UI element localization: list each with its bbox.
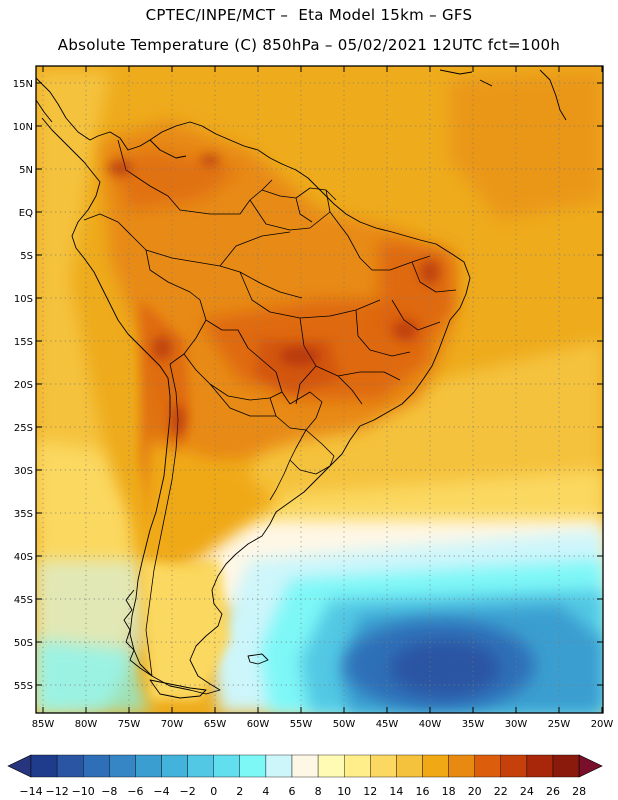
colorbar-under-triangle	[7, 754, 32, 778]
colorbar-swatch	[82, 754, 110, 778]
lat-label: 5S	[20, 251, 33, 262]
colorbar-swatch	[552, 754, 580, 778]
colorbar-over-triangle	[578, 754, 603, 778]
graticule	[36, 66, 603, 713]
lat-label: 15S	[14, 337, 33, 348]
colorbar-label: 12	[363, 785, 377, 798]
colorbar-label: 20	[468, 785, 482, 798]
lon-label: 25W	[548, 719, 571, 730]
colorbar-label: 16	[416, 785, 430, 798]
colorbar-swatch	[291, 754, 319, 778]
lon-label: 55W	[290, 719, 313, 730]
temperature-field	[36, 66, 603, 713]
lat-label: 40S	[14, 552, 33, 563]
colorbar-swatch	[187, 754, 214, 778]
colorbar-swatch	[265, 754, 293, 778]
lon-label: 65W	[204, 719, 227, 730]
colorbar-swatch	[317, 754, 345, 778]
colorbar-swatch	[135, 754, 162, 778]
colorbar-swatch	[474, 754, 502, 778]
colorbar-swatch	[370, 754, 397, 778]
colorbar-label: 26	[546, 785, 560, 798]
lat-label: 50S	[14, 638, 33, 649]
lon-label: 60W	[247, 719, 270, 730]
map-title-line2: Absolute Temperature (C) 850hPa – 05/02/…	[57, 36, 561, 54]
lat-label: 10N	[13, 122, 33, 133]
longitude-axis: 85W 80W 75W 70W 65W 60W 55W 50W 45W 40W 35W 30W 25W 2…	[32, 66, 614, 730]
lat-label: 10S	[14, 294, 33, 305]
colorbar-label: 6	[289, 785, 296, 798]
highland-hotspots	[108, 154, 440, 436]
lat-label: 45S	[14, 595, 33, 606]
lat-label: EQ	[19, 208, 33, 219]
colorbar-label: 0	[210, 785, 217, 798]
colorbar-swatch	[56, 754, 84, 778]
lon-label: 35W	[462, 719, 485, 730]
lat-label: 30S	[14, 466, 33, 477]
colorbar-label: −4	[153, 785, 169, 798]
colorbar-label: 28	[572, 785, 586, 798]
lon-label: 30W	[505, 719, 528, 730]
colorbar-label: 2	[236, 785, 243, 798]
lon-label: 20W	[591, 719, 614, 730]
colorbar-swatch	[448, 754, 475, 778]
colorbar-label: 14	[389, 785, 403, 798]
lat-label: 55S	[14, 681, 33, 692]
map-frame	[35, 65, 604, 714]
lon-label: 75W	[118, 719, 141, 730]
colorbar-label: 18	[442, 785, 456, 798]
colorbar-label: 24	[520, 785, 534, 798]
lon-label: 40W	[419, 719, 442, 730]
colorbar-label: 22	[494, 785, 508, 798]
coastlines	[36, 69, 567, 699]
latitude-axis: 15N 10N 5N EQ 5S 10S 15S 20S 25S 30S 35S 40S 45S 50S 5…	[13, 79, 603, 692]
country-borders	[83, 139, 457, 677]
lon-label: 45W	[376, 719, 399, 730]
colorbar-label: −10	[72, 785, 95, 798]
colorbar-swatch	[396, 754, 423, 778]
lon-label: 50W	[333, 719, 356, 730]
map-title-line1: CPTEC/INPE/MCT – Eta Model 15km – GFS	[145, 6, 473, 24]
colorbar-label: 10	[337, 785, 351, 798]
colorbar-swatch	[526, 754, 554, 778]
colorbar-swatch	[239, 754, 267, 778]
colorbar-label: −12	[45, 785, 68, 798]
colorbar: −14 −12 −10 −8 −6 −4 −2 0 2 4 6 8 10 12 14 16 18 20 22 24 26…	[7, 754, 603, 798]
lon-label: 80W	[75, 719, 98, 730]
colorbar-swatch	[422, 754, 449, 778]
colorbar-label: −2	[179, 785, 195, 798]
colorbar-swatch	[109, 754, 136, 778]
lat-label: 5N	[19, 165, 33, 176]
lat-label: 15N	[13, 79, 33, 90]
colorbar-label: −6	[127, 785, 143, 798]
colorbar-label: −8	[101, 785, 117, 798]
colorbar-swatch	[161, 754, 188, 778]
colorbar-label: 8	[315, 785, 322, 798]
lon-label: 85W	[32, 719, 55, 730]
colorbar-swatch	[344, 754, 371, 778]
colorbar-swatch	[213, 754, 240, 778]
colorbar-label: −14	[19, 785, 42, 798]
lat-label: 35S	[14, 509, 33, 520]
lat-label: 20S	[14, 380, 33, 391]
colorbar-swatch	[500, 754, 528, 778]
lon-label: 70W	[161, 719, 184, 730]
colorbar-label: 4	[262, 785, 269, 798]
colorbar-swatch	[30, 754, 58, 778]
lat-label: 25S	[14, 423, 33, 434]
